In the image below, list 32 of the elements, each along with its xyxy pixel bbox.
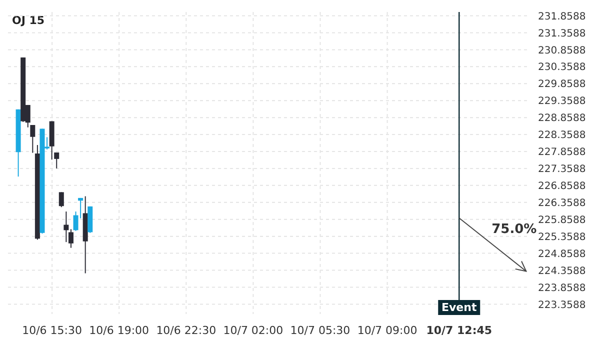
y-tick-label: 228.3588 xyxy=(538,130,586,142)
chart-title: OJ 15 xyxy=(12,14,45,27)
x-tick-label: 10/7 12:45 xyxy=(426,324,492,337)
y-tick-label: 230.8588 xyxy=(538,45,586,56)
y-tick-label: 227.3588 xyxy=(538,164,586,176)
y-tick-label: 228.8588 xyxy=(538,113,586,124)
x-tick-label: 10/6 15:30 xyxy=(22,324,82,337)
y-tick-label: 224.8588 xyxy=(538,248,586,260)
y-tick-label: 223.8588 xyxy=(538,282,586,294)
candlestick xyxy=(58,192,64,208)
x-tick-label: 10/7 05:30 xyxy=(290,324,350,337)
y-tick-label: 223.3588 xyxy=(538,300,586,311)
y-tick-label: 224.3588 xyxy=(538,266,586,277)
y-tick-label: 231.8588 xyxy=(538,11,586,22)
y-tick-label: 225.8588 xyxy=(538,214,586,226)
annotation: 75.0% xyxy=(492,222,537,238)
candlestick xyxy=(64,211,69,243)
x-tick-label: 10/6 19:00 xyxy=(89,324,150,337)
ref-line-label: Event xyxy=(442,301,477,314)
x-tick-label: 10/7 02:00 xyxy=(223,324,284,337)
y-tick-label: 226.8588 xyxy=(538,180,586,192)
candlestick xyxy=(30,124,36,154)
y-tick-label: 230.3588 xyxy=(538,62,586,74)
y-tick-label: 225.3588 xyxy=(538,232,586,243)
y-tick-label: 227.8588 xyxy=(538,147,586,158)
candlestick xyxy=(68,228,74,248)
y-tick-label: 226.3588 xyxy=(538,198,586,209)
y-tick-label: 229.3588 xyxy=(538,96,586,108)
y-tick-label: 229.8588 xyxy=(538,79,586,90)
x-tick-label: 10/7 09:00 xyxy=(357,324,418,337)
y-tick-label: 231.3588 xyxy=(538,28,586,40)
x-tick-label: 10/6 22:30 xyxy=(156,324,216,337)
